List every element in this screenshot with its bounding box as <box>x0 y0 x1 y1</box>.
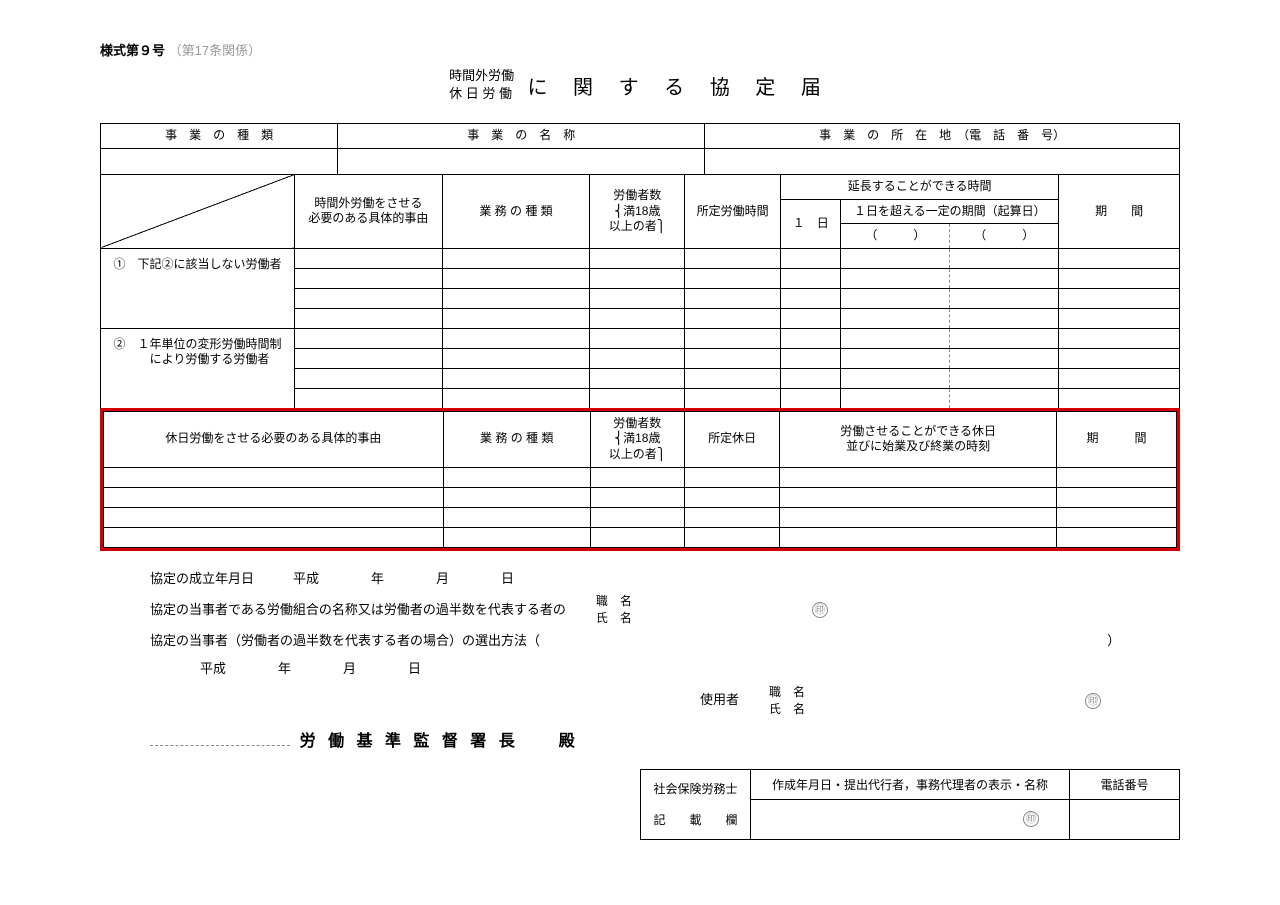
row1-label: ① 下記②に該当しない労働者 <box>101 248 295 328</box>
selection-method-line: 協定の当事者（労働者の過半数を代表する者の場合）の選出方法（ ） <box>150 627 1180 656</box>
sr-label1: 社会保険労務士 <box>653 782 737 796</box>
worker-count-bracket: ⎨満18歳 以上の者⎫ <box>609 204 666 235</box>
title-stack: 時間外労働 休 日 労 働 <box>449 67 514 103</box>
header-scheduled-hours: 所定労働時間 <box>685 174 781 248</box>
sr-entry-cell[interactable]: ㊞ <box>751 799 1070 839</box>
sr-header-col1: 作成年月日・提出代行者，事務代理者の表示・名称 <box>751 769 1070 799</box>
title-main: に 関 す る 協 定 届 <box>528 71 831 100</box>
header-paren-right: （ ） <box>950 224 1059 249</box>
header-business-name: 事 業 の 名 称 <box>338 124 705 149</box>
agreement-date-line: 協定の成立年月日 平成 年 月 日 <box>150 565 1180 594</box>
sr-label2: 記 載 欄 <box>653 813 737 827</box>
union-rep-text: 協定の当事者である労働組合の名称又は労働者の過半数を代表する者の <box>150 596 566 625</box>
cell-business-name[interactable] <box>338 148 705 174</box>
title-line2: 休 日 労 働 <box>449 86 512 101</box>
union-rep-line: 協定の当事者である労働組合の名称又は労働者の過半数を代表する者の 職 名 氏 名… <box>150 593 1180 627</box>
seal-icon-2: ㊞ <box>1085 693 1101 709</box>
header-business-location: 事 業 の 所 在 地 （電 話 番 号） <box>705 124 1180 149</box>
header-period-over-day: １日を超える一定の期間（起算日） <box>841 199 1059 224</box>
footer-section: 協定の成立年月日 平成 年 月 日 協定の当事者である労働組合の名称又は労働者の… <box>100 565 1180 759</box>
holiday-worker-count-label: 労働者数 <box>613 416 661 430</box>
cell-business-location[interactable] <box>705 148 1180 174</box>
employer-label: 使用者 <box>700 686 739 715</box>
seal-icon-3: ㊞ <box>1023 811 1039 827</box>
header-overtime-reason: 時間外労働をさせる 必要のある具体的事由 <box>295 174 443 248</box>
header-business-type: 事 業 の 種 類 <box>101 124 338 149</box>
header-holiday-reason: 休日労働をさせる必要のある具体的事由 <box>104 411 444 467</box>
holiday-table: 休日労働をさせる必要のある具体的事由 業 務 の 種 類 労働者数 ⎨満18歳 … <box>103 411 1177 548</box>
title-block: 時間外労働 休 日 労 働 に 関 す る 協 定 届 <box>100 67 1180 103</box>
form-reference: （第17条関係） <box>169 43 261 58</box>
signature-line <box>150 745 290 746</box>
sr-header-col2: 電話番号 <box>1070 769 1180 799</box>
date2-line: 平成 年 月 日 <box>150 655 1180 684</box>
header-holiday-work-type: 業 務 の 種 類 <box>443 411 590 467</box>
header-work-type: 業 務 の 種 類 <box>442 174 590 248</box>
name-label: 氏 名 <box>596 611 632 625</box>
title-line1: 時間外労働 <box>449 68 514 83</box>
director-line: 労 働 基 準 監 督 署 長 殿 <box>150 724 1180 759</box>
cell-business-type[interactable] <box>101 148 338 174</box>
job-name-stack: 職 名 氏 名 <box>596 593 632 627</box>
overtime-table: 時間外労働をさせる 必要のある具体的事由 業 務 の 種 類 労働者数 ⎨満18… <box>100 174 1180 409</box>
sr-label-cell: 社会保険労務士 記 載 欄 <box>641 769 751 839</box>
header-period: 期 間 <box>1059 174 1180 248</box>
worker-count-label: 労働者数 <box>613 188 661 202</box>
holiday-highlight-box: 休日労働をさせる必要のある具体的事由 業 務 の 種 類 労働者数 ⎨満18歳 … <box>100 408 1180 551</box>
employer-name: 氏 名 <box>769 702 805 716</box>
selection-method-close: ） <box>1107 633 1120 648</box>
header-allowed-holiday: 労働させることができる休日 並びに始業及び終業の時刻 <box>780 411 1057 467</box>
selection-method-text: 協定の当事者（労働者の過半数を代表する者の場合）の選出方法（ <box>150 633 540 648</box>
header-holiday-period: 期 間 <box>1056 411 1176 467</box>
director-title: 労 働 基 準 監 督 署 長 殿 <box>300 733 579 750</box>
header-extendable-hours: 延長することができる時間 <box>781 174 1059 199</box>
job-title-label: 職 名 <box>596 594 632 608</box>
business-info-table: 事 業 の 種 類 事 業 の 名 称 事 業 の 所 在 地 （電 話 番 号… <box>100 123 1180 175</box>
form-number: 様式第９号 <box>100 43 165 58</box>
employer-job-name-stack: 職 名 氏 名 <box>769 684 805 718</box>
sr-phone-cell[interactable] <box>1070 799 1180 839</box>
diagonal-cell <box>101 174 295 248</box>
employer-line: 使用者 職 名 氏 名 ㊞ <box>150 684 1180 718</box>
row2-label: ② １年単位の変形労働時間制 により労働する労働者 <box>101 328 295 408</box>
header-worker-count: 労働者数 ⎨満18歳 以上の者⎫ <box>590 174 685 248</box>
header-paren-left: （ ） <box>841 224 950 249</box>
header-scheduled-holiday: 所定休日 <box>684 411 779 467</box>
holiday-worker-count-bracket: ⎨満18歳 以上の者⎫ <box>609 431 666 462</box>
header-one-day: １ 日 <box>781 199 841 248</box>
r1c1[interactable] <box>295 248 443 268</box>
header-holiday-worker-count: 労働者数 ⎨満18歳 以上の者⎫ <box>590 411 684 467</box>
form-number-header: 様式第９号 （第17条関係） <box>100 40 1180 59</box>
seal-icon: ㊞ <box>812 602 828 618</box>
sr-consultant-table: 社会保険労務士 記 載 欄 作成年月日・提出代行者，事務代理者の表示・名称 電話… <box>640 769 1180 840</box>
employer-job-title: 職 名 <box>769 685 805 699</box>
